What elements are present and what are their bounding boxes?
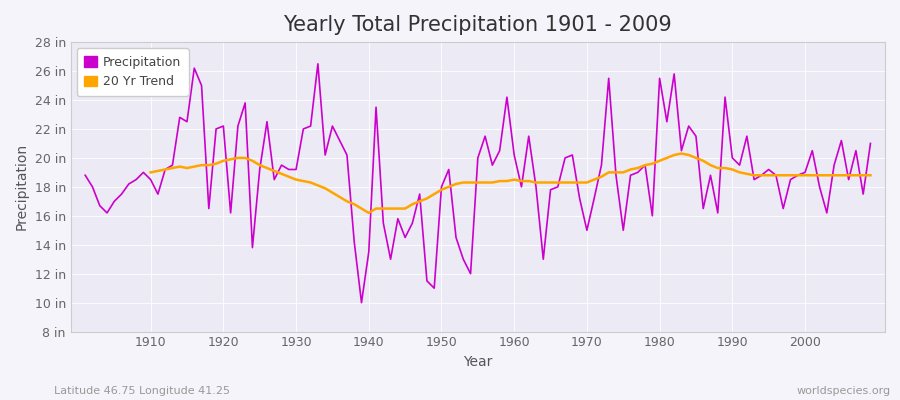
Line: Precipitation: Precipitation bbox=[86, 64, 870, 303]
Precipitation bbox=[516, 184, 526, 189]
Precipitation bbox=[523, 134, 534, 138]
Legend: Precipitation, 20 Yr Trend: Precipitation, 20 Yr Trend bbox=[76, 48, 189, 96]
Line: 20 Yr Trend: 20 Yr Trend bbox=[150, 154, 870, 213]
20 Yr Trend bbox=[596, 174, 607, 179]
Precipitation bbox=[80, 173, 91, 178]
Precipitation bbox=[312, 62, 323, 66]
Precipitation bbox=[356, 300, 367, 305]
Precipitation bbox=[865, 141, 876, 146]
20 Yr Trend bbox=[865, 173, 876, 178]
X-axis label: Year: Year bbox=[464, 355, 492, 369]
20 Yr Trend bbox=[342, 199, 353, 204]
Precipitation bbox=[610, 173, 621, 178]
Text: Latitude 46.75 Longitude 41.25: Latitude 46.75 Longitude 41.25 bbox=[54, 386, 230, 396]
Precipitation bbox=[349, 240, 360, 244]
Title: Yearly Total Precipitation 1901 - 2009: Yearly Total Precipitation 1901 - 2009 bbox=[284, 15, 672, 35]
Precipitation bbox=[138, 170, 148, 175]
20 Yr Trend bbox=[508, 177, 519, 182]
Text: worldspecies.org: worldspecies.org bbox=[796, 386, 891, 396]
20 Yr Trend bbox=[298, 179, 309, 184]
Y-axis label: Precipitation: Precipitation bbox=[15, 143, 29, 230]
Precipitation bbox=[298, 126, 309, 131]
20 Yr Trend bbox=[501, 179, 512, 184]
